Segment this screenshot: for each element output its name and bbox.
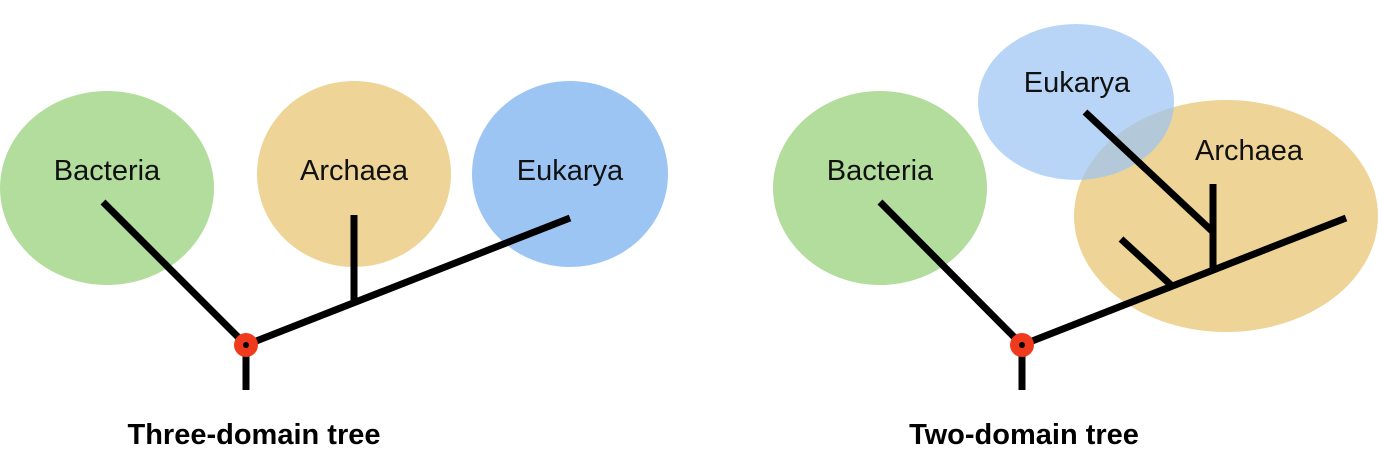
three-domain-tree: Bacteria Archaea Eukarya Three-domain tr… xyxy=(0,81,668,451)
bacteria-branch xyxy=(877,199,1025,348)
eukarya-branch xyxy=(1082,109,1216,235)
bacteria-branch xyxy=(100,199,249,348)
bacteria-label: Bacteria xyxy=(827,155,934,187)
root-marker xyxy=(1010,333,1034,357)
archaea-label: Archaea xyxy=(1195,135,1304,167)
eukarya-label: Eukarya xyxy=(517,155,624,187)
bacteria-region xyxy=(773,91,987,285)
eukarya-region xyxy=(978,24,1174,180)
bacteria-region xyxy=(0,91,214,285)
archaea-label: Archaea xyxy=(300,155,409,187)
archaea-region xyxy=(257,81,451,267)
eukarya-region xyxy=(472,81,668,267)
three-domain-title: Three-domain tree xyxy=(128,419,381,451)
archaea-region xyxy=(1074,100,1378,332)
eukarya-label: Eukarya xyxy=(1024,67,1131,99)
three-domain-branches xyxy=(100,199,572,390)
two-domain-tree: Bacteria Eukarya Archaea Two-domain tree xyxy=(773,24,1378,451)
archaea-side-branch xyxy=(1118,236,1175,289)
two-domain-title: Two-domain tree xyxy=(909,419,1139,451)
bacteria-label: Bacteria xyxy=(54,155,161,187)
two-domain-branches xyxy=(877,109,1348,390)
main-branch xyxy=(1020,214,1348,349)
root-marker xyxy=(234,333,258,357)
eukarya-branch xyxy=(244,214,572,349)
